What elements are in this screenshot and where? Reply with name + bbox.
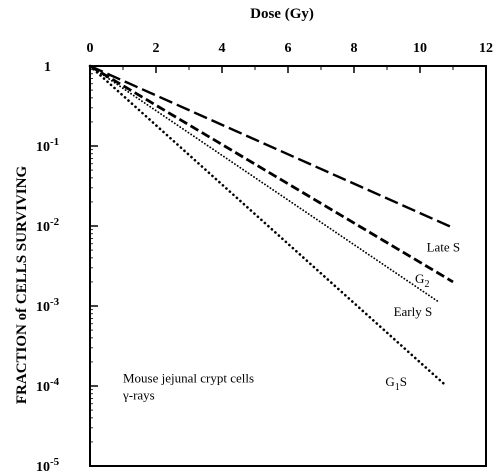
x-tick-label: 0 — [87, 41, 94, 56]
x-tick-label: 8 — [351, 41, 358, 56]
y-tick-label: 10-5 — [36, 456, 60, 471]
x-tick-label: 2 — [153, 41, 160, 56]
series-line — [89, 64, 454, 284]
y-tick-label: 10-2 — [36, 216, 60, 235]
series-label: Early S — [394, 304, 433, 319]
x-axis-title: Dose (Gy) — [250, 6, 314, 22]
y-axis-ticks: 1 10-1 10-2 10-3 10-4 10-5 — [36, 60, 98, 471]
series-line — [89, 64, 454, 229]
chart-annotation: Mouse jejunal crypt cells γ-rays — [122, 371, 254, 403]
series-layer — [88, 64, 454, 388]
y-tick-label: 1 — [44, 60, 51, 75]
series-label: G1S — [385, 374, 407, 393]
series-label: G2 — [415, 271, 429, 290]
y-axis-title: FRACTION of CELLS SURVIVING — [14, 166, 30, 405]
y-tick-label: 10-3 — [36, 296, 60, 315]
y-tick-label: 10-1 — [36, 136, 59, 155]
x-tick-label: 6 — [285, 41, 292, 56]
x-axis-ticks: 0 2 4 6 8 10 12 — [87, 41, 493, 73]
x-tick-label: 12 — [479, 41, 493, 56]
series-label: Late S — [427, 240, 461, 255]
series-line — [88, 64, 448, 388]
x-tick-label: 4 — [219, 41, 226, 56]
x-tick-label: 10 — [413, 41, 427, 56]
y-tick-label: 10-4 — [36, 376, 60, 395]
series-label-layer: Late S G2 Early S G1S — [385, 240, 460, 393]
series-line — [89, 65, 441, 304]
